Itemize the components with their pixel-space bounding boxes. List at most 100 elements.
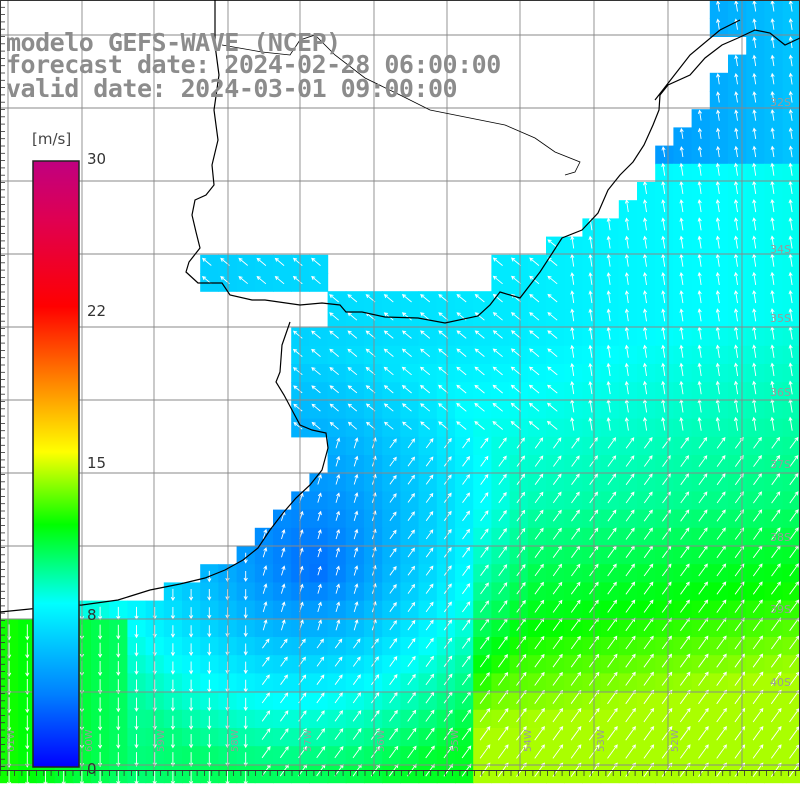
- wind-arrow: [443, 601, 452, 613]
- wind-arrow: [716, 671, 727, 686]
- wind-arrow: [170, 697, 175, 712]
- wind-arrow: [679, 253, 684, 267]
- wind-arrow: [547, 384, 558, 394]
- wind-arrow: [225, 715, 230, 730]
- wind-arrow: [697, 127, 702, 139]
- wind-arrow: [497, 707, 509, 723]
- wind-arrow: [189, 752, 194, 767]
- wind-arrow: [516, 653, 527, 668]
- wind-arrow: [498, 455, 507, 467]
- wind-arrow: [116, 661, 121, 677]
- wind-speed-cell: [491, 527, 511, 547]
- wind-arrow: [552, 726, 564, 741]
- wind-arrow: [547, 239, 558, 248]
- wind-arrow: [207, 661, 212, 675]
- wind-arrow: [547, 293, 558, 303]
- wind-arrow: [352, 692, 362, 704]
- wind-arrow: [625, 581, 636, 595]
- wind-arrow: [625, 509, 635, 522]
- wind-arrow: [643, 635, 654, 650]
- wind-arrow: [770, 362, 775, 377]
- wind-arrow: [443, 547, 452, 558]
- wind-arrow: [698, 653, 709, 668]
- wind-arrow: [329, 385, 339, 394]
- wind-speed-cell: [364, 709, 383, 729]
- wind-arrow: [716, 73, 721, 85]
- wind-arrow: [788, 344, 793, 358]
- wind-arrow: [606, 217, 611, 231]
- wind-arrow: [588, 290, 593, 304]
- wind-arrow: [788, 54, 793, 67]
- wind-arrow: [588, 344, 593, 358]
- wind-arrow: [347, 348, 358, 357]
- wind-arrow: [25, 624, 30, 641]
- wind-arrow: [79, 770, 84, 786]
- wind-arrow: [510, 402, 522, 412]
- wind-arrow: [547, 330, 558, 339]
- wind-arrow: [389, 493, 397, 503]
- wind-arrow: [680, 599, 690, 613]
- wind-arrow: [311, 330, 321, 339]
- wind-arrow: [438, 312, 449, 321]
- wind-arrow: [510, 421, 522, 430]
- wind-arrow: [256, 276, 267, 285]
- wind-arrow: [389, 438, 397, 449]
- wind-arrow: [625, 563, 635, 577]
- wind-arrow: [353, 583, 359, 594]
- wind-arrow: [733, 344, 739, 358]
- wind-arrow: [716, 707, 727, 723]
- wind-arrow: [734, 744, 746, 759]
- wind-arrow: [661, 290, 666, 304]
- wind-arrow: [679, 671, 691, 686]
- wind-arrow: [753, 455, 762, 467]
- wind-arrow: [389, 638, 398, 649]
- wind-arrow: [570, 653, 581, 668]
- wind-arrow: [607, 473, 617, 485]
- wind-arrow: [643, 509, 653, 522]
- wind-arrow: [480, 455, 489, 467]
- wind-arrow: [243, 752, 248, 767]
- wind-arrow: [189, 607, 194, 620]
- wind-arrow: [698, 599, 709, 613]
- wind-arrow: [698, 455, 708, 467]
- wind-arrow: [383, 385, 394, 394]
- wind-arrow: [492, 293, 503, 303]
- wind-arrow: [553, 455, 562, 467]
- colorbar-tick-15: 15: [87, 454, 107, 472]
- wind-arrow: [770, 289, 775, 304]
- wind-arrow: [570, 635, 581, 650]
- wind-arrow: [352, 728, 362, 740]
- wind-arrow: [733, 253, 739, 267]
- wind-arrow: [788, 235, 793, 249]
- wind-arrow: [462, 455, 471, 467]
- wind-arrow: [479, 672, 490, 686]
- wind-arrow: [438, 384, 449, 394]
- wind-arrow: [698, 527, 708, 540]
- wind-arrow: [407, 601, 416, 613]
- wind-arrow: [334, 728, 344, 740]
- wind-arrow: [643, 581, 654, 595]
- wind-arrow: [443, 456, 452, 467]
- wind-arrow: [334, 746, 344, 759]
- wind-arrow: [510, 275, 522, 285]
- wind-arrow: [407, 511, 415, 521]
- wind-arrow: [262, 583, 268, 594]
- wind-arrow: [752, 217, 757, 231]
- wind-speed-cell: [582, 618, 602, 638]
- wind-arrow: [61, 770, 66, 786]
- wind-arrow: [243, 661, 248, 675]
- wind-arrow: [370, 727, 380, 740]
- wind-arrow: [474, 312, 485, 321]
- wind-arrow: [492, 257, 503, 266]
- wind-arrow: [189, 625, 194, 638]
- wind-arrow: [716, 145, 721, 158]
- wind-arrow: [498, 582, 508, 595]
- wind-arrow: [474, 366, 485, 376]
- wind-arrow: [697, 162, 702, 176]
- wind-arrow: [534, 726, 545, 741]
- wind-arrow: [679, 744, 691, 759]
- wind-arrow: [624, 326, 629, 340]
- wind-arrow: [771, 581, 781, 595]
- wind-arrow: [207, 589, 212, 601]
